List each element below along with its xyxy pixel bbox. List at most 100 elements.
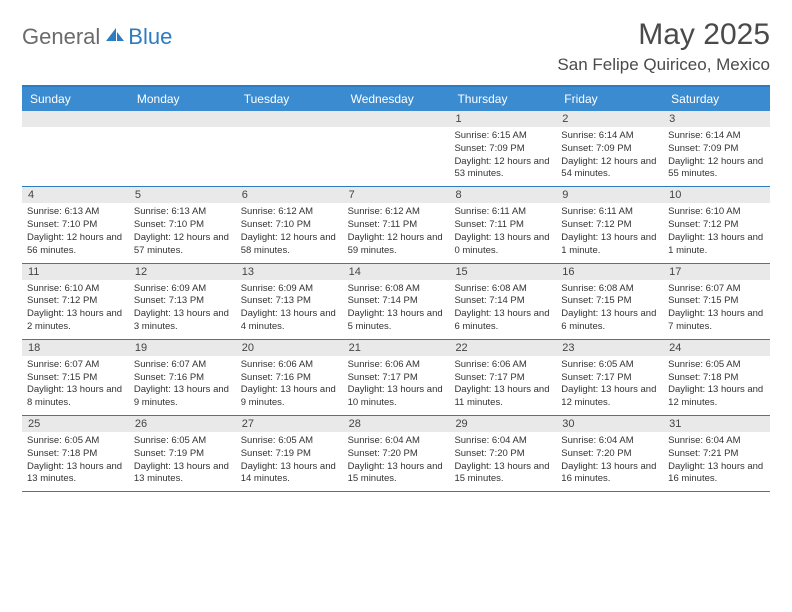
sunset-text: Sunset: 7:18 PM [668,372,765,385]
sunset-text: Sunset: 7:17 PM [454,372,551,385]
daylight-text: Daylight: 13 hours and 5 minutes. [348,308,445,334]
day-cell: 14Sunrise: 6:08 AMSunset: 7:14 PMDayligh… [343,264,450,339]
sunset-text: Sunset: 7:20 PM [454,448,551,461]
sunset-text: Sunset: 7:13 PM [134,295,231,308]
day-number: 26 [129,416,236,432]
sunrise-text: Sunrise: 6:11 AM [561,206,658,219]
daylight-text: Daylight: 13 hours and 10 minutes. [348,384,445,410]
sunset-text: Sunset: 7:09 PM [668,143,765,156]
day-body: Sunrise: 6:10 AMSunset: 7:12 PMDaylight:… [22,280,129,339]
day-body: Sunrise: 6:15 AMSunset: 7:09 PMDaylight:… [449,127,556,186]
daylight-text: Daylight: 12 hours and 57 minutes. [134,232,231,258]
day-body: Sunrise: 6:10 AMSunset: 7:12 PMDaylight:… [663,203,770,262]
day-number: 20 [236,340,343,356]
day-body: Sunrise: 6:11 AMSunset: 7:12 PMDaylight:… [556,203,663,262]
day-body: Sunrise: 6:04 AMSunset: 7:21 PMDaylight:… [663,432,770,491]
daylight-text: Daylight: 13 hours and 1 minute. [561,232,658,258]
sunset-text: Sunset: 7:19 PM [134,448,231,461]
day-cell: 29Sunrise: 6:04 AMSunset: 7:20 PMDayligh… [449,416,556,491]
daylight-text: Daylight: 13 hours and 11 minutes. [454,384,551,410]
day-number: 17 [663,264,770,280]
sunset-text: Sunset: 7:18 PM [27,448,124,461]
week-row: 1Sunrise: 6:15 AMSunset: 7:09 PMDaylight… [22,111,770,187]
weekday-header: Friday [556,87,663,111]
day-number: 21 [343,340,450,356]
sunrise-text: Sunrise: 6:05 AM [241,435,338,448]
sunrise-text: Sunrise: 6:05 AM [27,435,124,448]
title-block: May 2025 San Felipe Quiriceo, Mexico [557,18,770,75]
sunrise-text: Sunrise: 6:05 AM [134,435,231,448]
day-cell: 24Sunrise: 6:05 AMSunset: 7:18 PMDayligh… [663,340,770,415]
sunrise-text: Sunrise: 6:14 AM [561,130,658,143]
day-body: Sunrise: 6:04 AMSunset: 7:20 PMDaylight:… [343,432,450,491]
day-body [22,127,129,185]
day-body: Sunrise: 6:11 AMSunset: 7:11 PMDaylight:… [449,203,556,262]
day-cell: 19Sunrise: 6:07 AMSunset: 7:16 PMDayligh… [129,340,236,415]
day-body: Sunrise: 6:07 AMSunset: 7:15 PMDaylight:… [663,280,770,339]
sunrise-text: Sunrise: 6:10 AM [668,206,765,219]
day-number [236,111,343,127]
daylight-text: Daylight: 13 hours and 6 minutes. [454,308,551,334]
day-body: Sunrise: 6:04 AMSunset: 7:20 PMDaylight:… [449,432,556,491]
day-cell: 20Sunrise: 6:06 AMSunset: 7:16 PMDayligh… [236,340,343,415]
day-cell: 11Sunrise: 6:10 AMSunset: 7:12 PMDayligh… [22,264,129,339]
sunrise-text: Sunrise: 6:06 AM [454,359,551,372]
day-body: Sunrise: 6:09 AMSunset: 7:13 PMDaylight:… [236,280,343,339]
day-number: 13 [236,264,343,280]
sunset-text: Sunset: 7:16 PM [241,372,338,385]
sunrise-text: Sunrise: 6:08 AM [561,283,658,296]
day-cell: 15Sunrise: 6:08 AMSunset: 7:14 PMDayligh… [449,264,556,339]
daylight-text: Daylight: 13 hours and 1 minute. [668,232,765,258]
sunset-text: Sunset: 7:15 PM [668,295,765,308]
day-cell: 30Sunrise: 6:04 AMSunset: 7:20 PMDayligh… [556,416,663,491]
daylight-text: Daylight: 13 hours and 6 minutes. [561,308,658,334]
daylight-text: Daylight: 13 hours and 2 minutes. [27,308,124,334]
day-number: 3 [663,111,770,127]
day-cell: 16Sunrise: 6:08 AMSunset: 7:15 PMDayligh… [556,264,663,339]
day-number: 28 [343,416,450,432]
sunset-text: Sunset: 7:12 PM [668,219,765,232]
day-body: Sunrise: 6:13 AMSunset: 7:10 PMDaylight:… [129,203,236,262]
day-body: Sunrise: 6:05 AMSunset: 7:17 PMDaylight:… [556,356,663,415]
sunrise-text: Sunrise: 6:09 AM [241,283,338,296]
daylight-text: Daylight: 13 hours and 14 minutes. [241,461,338,487]
day-body: Sunrise: 6:08 AMSunset: 7:14 PMDaylight:… [449,280,556,339]
sunrise-text: Sunrise: 6:04 AM [668,435,765,448]
sunset-text: Sunset: 7:12 PM [561,219,658,232]
day-number: 14 [343,264,450,280]
logo-text-blue: Blue [128,24,172,50]
day-cell: 13Sunrise: 6:09 AMSunset: 7:13 PMDayligh… [236,264,343,339]
day-body: Sunrise: 6:12 AMSunset: 7:10 PMDaylight:… [236,203,343,262]
day-number: 15 [449,264,556,280]
day-body: Sunrise: 6:05 AMSunset: 7:19 PMDaylight:… [236,432,343,491]
weekday-header: Saturday [663,87,770,111]
weekday-header: Thursday [449,87,556,111]
week-row: 18Sunrise: 6:07 AMSunset: 7:15 PMDayligh… [22,340,770,416]
day-body: Sunrise: 6:05 AMSunset: 7:18 PMDaylight:… [22,432,129,491]
day-cell: 27Sunrise: 6:05 AMSunset: 7:19 PMDayligh… [236,416,343,491]
day-body: Sunrise: 6:06 AMSunset: 7:16 PMDaylight:… [236,356,343,415]
day-number: 5 [129,187,236,203]
day-number: 30 [556,416,663,432]
day-cell: 17Sunrise: 6:07 AMSunset: 7:15 PMDayligh… [663,264,770,339]
day-cell [129,111,236,186]
daylight-text: Daylight: 13 hours and 3 minutes. [134,308,231,334]
day-cell: 10Sunrise: 6:10 AMSunset: 7:12 PMDayligh… [663,187,770,262]
sunset-text: Sunset: 7:15 PM [561,295,658,308]
week-row: 11Sunrise: 6:10 AMSunset: 7:12 PMDayligh… [22,264,770,340]
day-cell: 28Sunrise: 6:04 AMSunset: 7:20 PMDayligh… [343,416,450,491]
weekday-header: Monday [129,87,236,111]
day-cell: 25Sunrise: 6:05 AMSunset: 7:18 PMDayligh… [22,416,129,491]
day-number: 9 [556,187,663,203]
daylight-text: Daylight: 13 hours and 12 minutes. [668,384,765,410]
day-number: 18 [22,340,129,356]
sunrise-text: Sunrise: 6:08 AM [454,283,551,296]
daylight-text: Daylight: 13 hours and 13 minutes. [27,461,124,487]
day-cell: 21Sunrise: 6:06 AMSunset: 7:17 PMDayligh… [343,340,450,415]
day-number [343,111,450,127]
day-cell: 2Sunrise: 6:14 AMSunset: 7:09 PMDaylight… [556,111,663,186]
sunrise-text: Sunrise: 6:12 AM [348,206,445,219]
sunrise-text: Sunrise: 6:07 AM [134,359,231,372]
day-number: 19 [129,340,236,356]
day-cell [22,111,129,186]
